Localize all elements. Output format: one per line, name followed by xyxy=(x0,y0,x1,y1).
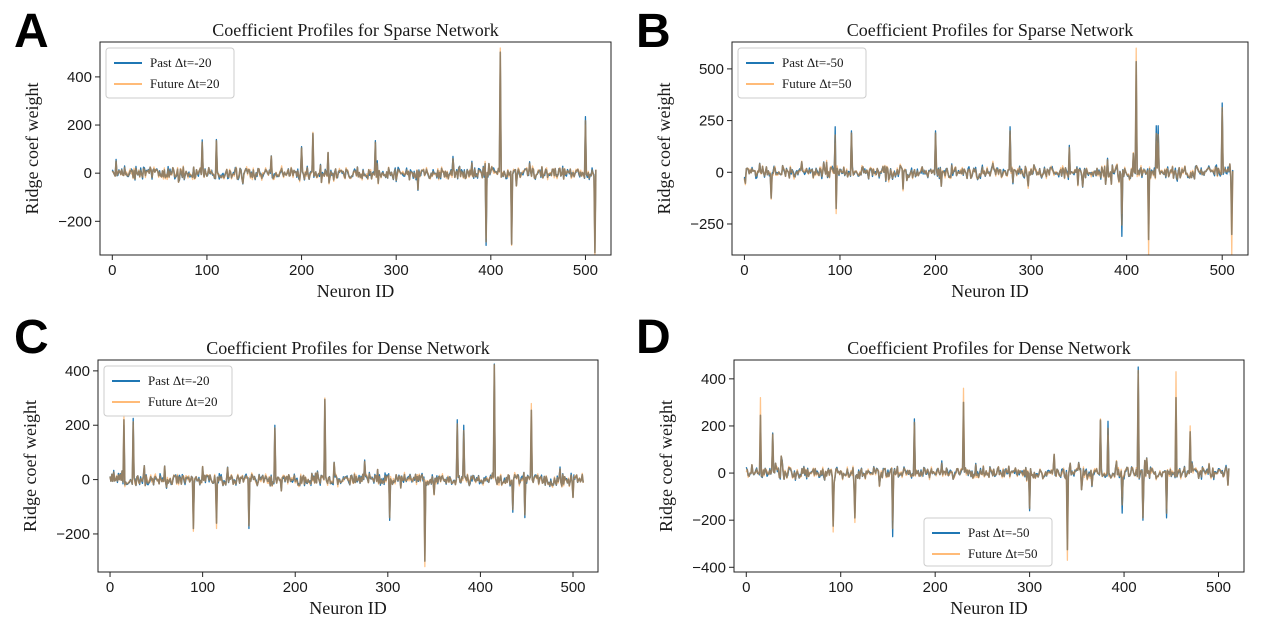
legend: Past Δt=-50 Future Δt=50 xyxy=(923,517,1053,567)
chart-title: Coefficient Profiles for Dense Network xyxy=(847,338,1131,358)
chart-panel-3: 0 100 200 300 400 500 −200 0 200 400 Coefficient P… xyxy=(20,338,599,618)
chart-panel-4: 0 100 200 300 400 500 −400 −200 0 200 400 Coefficie… xyxy=(656,338,1245,618)
legend-label: Past Δt=-50 xyxy=(968,525,1030,540)
chart-title: Coefficient Profiles for Sparse Network xyxy=(212,20,499,40)
x-tick-label: 200 xyxy=(923,262,948,279)
legend: Past Δt=-50 Future Δt=50 xyxy=(737,47,867,99)
y-tick-label: 400 xyxy=(65,363,90,380)
chart-title: Coefficient Profiles for Dense Network xyxy=(206,338,490,358)
axes-frame xyxy=(99,41,612,256)
x-tick-label: 300 xyxy=(1019,262,1044,279)
x-tick-label: 200 xyxy=(289,262,314,279)
y-axis-label: Ridge coef weight xyxy=(654,83,674,215)
series-line-overlap xyxy=(743,60,1234,241)
axes-frame xyxy=(733,359,1245,573)
legend: Past Δt=-20 Future Δt=20 xyxy=(105,47,235,99)
axes-frame xyxy=(97,359,599,573)
x-tick-label: 300 xyxy=(1017,579,1042,596)
chart-panel-1: 0 100 200 300 400 500 −200 0 200 400 Coefficient P… xyxy=(22,20,612,301)
x-tick-label: 500 xyxy=(560,579,585,596)
series-group xyxy=(745,366,1230,561)
x-tick-label: 100 xyxy=(827,262,852,279)
x-tick-label: 400 xyxy=(468,579,493,596)
x-tick-label: 500 xyxy=(1210,262,1235,279)
series-group xyxy=(109,363,584,568)
x-axis-label: Neuron ID xyxy=(950,598,1027,618)
x-tick-label: 0 xyxy=(106,579,114,596)
y-axis-label: Ridge coef weight xyxy=(20,400,40,532)
y-tick-label: 200 xyxy=(65,417,90,434)
legend: Past Δt=-20 Future Δt=20 xyxy=(103,365,233,417)
panel-label-c: C xyxy=(14,311,49,364)
legend-label: Future Δt=20 xyxy=(150,76,220,91)
y-axis-label: Ridge coef weight xyxy=(22,83,42,215)
legend-box xyxy=(103,365,233,417)
legend-label: Future Δt=20 xyxy=(148,394,218,409)
y-tick-label: 400 xyxy=(701,371,726,388)
x-tick-label: 200 xyxy=(923,579,948,596)
y-tick-label: −200 xyxy=(692,512,726,529)
legend-box xyxy=(737,47,867,99)
y-tick-label: 0 xyxy=(716,164,724,181)
legend-label: Future Δt=50 xyxy=(968,546,1038,561)
series-group xyxy=(743,47,1234,255)
x-tick-label: 0 xyxy=(742,579,750,596)
y-tick-label: 400 xyxy=(67,69,92,86)
x-tick-label: 500 xyxy=(573,262,598,279)
y-tick-label: 0 xyxy=(82,472,90,489)
legend-label: Past Δt=-50 xyxy=(782,55,844,70)
legend-label: Future Δt=50 xyxy=(782,76,852,91)
y-tick-label: −250 xyxy=(690,216,724,233)
panel-label-a: A xyxy=(14,5,49,58)
y-tick-label: 250 xyxy=(699,113,724,130)
series-group xyxy=(111,47,597,255)
x-tick-label: 400 xyxy=(1114,262,1139,279)
x-tick-label: 400 xyxy=(478,262,503,279)
x-tick-label: 100 xyxy=(194,262,219,279)
x-tick-label: 300 xyxy=(375,579,400,596)
x-tick-label: 0 xyxy=(740,262,748,279)
x-tick-label: 100 xyxy=(190,579,215,596)
legend-label: Past Δt=-20 xyxy=(148,373,210,388)
panel-label-d: D xyxy=(636,311,671,364)
x-tick-label: 0 xyxy=(108,262,116,279)
panel-label-b: B xyxy=(636,5,671,58)
y-tick-label: 0 xyxy=(84,165,92,182)
series-line-overlap xyxy=(109,363,584,562)
legend-label: Past Δt=-20 xyxy=(150,55,212,70)
y-axis-label: Ridge coef weight xyxy=(656,400,676,532)
x-tick-label: 500 xyxy=(1206,579,1231,596)
x-tick-label: 200 xyxy=(283,579,308,596)
axes-frame xyxy=(731,41,1249,256)
series-line-overlap xyxy=(746,369,1230,551)
series-line-past xyxy=(745,366,1230,540)
y-tick-label: 500 xyxy=(699,61,724,78)
legend-box xyxy=(105,47,235,99)
chart-panel-2: 0 100 200 300 400 500 −250 0 250 500 Coefficient P… xyxy=(654,20,1249,301)
y-tick-label: −200 xyxy=(56,526,90,543)
y-tick-label: 0 xyxy=(718,465,726,482)
y-tick-label: 200 xyxy=(701,418,726,435)
x-axis-label: Neuron ID xyxy=(317,281,394,301)
series-line-overlap xyxy=(111,51,597,254)
x-tick-label: 100 xyxy=(828,579,853,596)
x-tick-label: 400 xyxy=(1112,579,1137,596)
x-tick-label: 300 xyxy=(384,262,409,279)
x-axis-label: Neuron ID xyxy=(309,598,386,618)
y-tick-label: −400 xyxy=(692,559,726,576)
y-tick-label: −200 xyxy=(58,213,92,230)
chart-title: Coefficient Profiles for Sparse Network xyxy=(847,20,1134,40)
y-tick-label: 200 xyxy=(67,117,92,134)
x-axis-label: Neuron ID xyxy=(951,281,1028,301)
